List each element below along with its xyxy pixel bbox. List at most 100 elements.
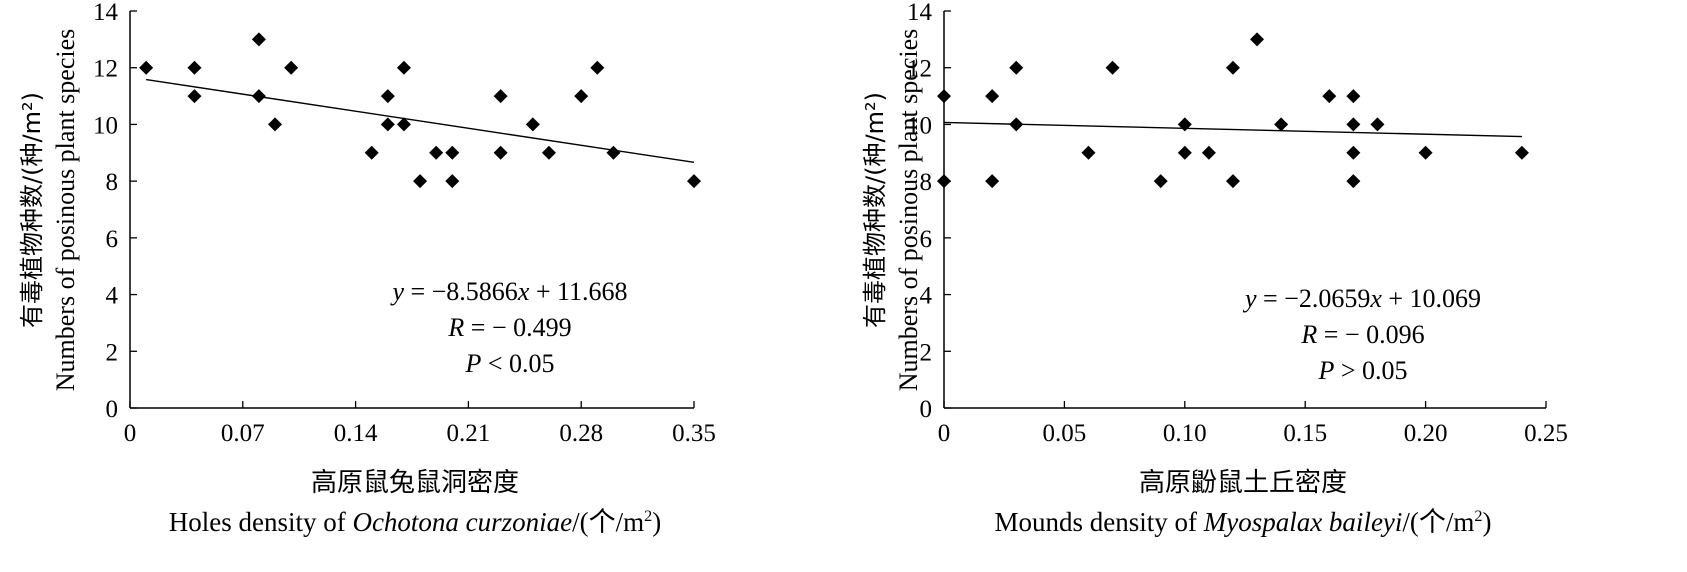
data-point [937, 89, 951, 104]
data-point [1346, 89, 1361, 104]
data-point [445, 174, 460, 189]
data-point [251, 89, 266, 104]
data-point [284, 60, 299, 75]
data-point [1514, 145, 1529, 160]
scatter-chart-mounds: 0 2 4 6 8 10 12 14 0 0.05 0.10 0.15 0.20 0.25 有毒植物种数/(… [861, 0, 1568, 447]
data-point [1081, 145, 1096, 160]
data-point [187, 60, 202, 75]
data-point [1105, 60, 1120, 75]
y-tick-label: 8 [920, 169, 933, 196]
data-point [541, 145, 556, 160]
y-axis-label-cn: 有毒植物种数/(种/m²) [18, 92, 46, 328]
x-tick-label: 0.21 [447, 420, 491, 447]
x-tick-label: 0.07 [221, 420, 265, 447]
x-axis-label-en-unit-end: ) [652, 507, 662, 537]
x-tick-label: 0.25 [1524, 420, 1568, 447]
scatter-chart-holes: 0 2 4 6 8 10 12 14 0 0.07 0.14 0.21 0.28 0.35 有毒植物种数/(… [18, 0, 716, 447]
y-tick-label: 8 [106, 169, 119, 196]
x-axis-label-en-unit: /(个/m [572, 507, 645, 537]
y-tick-label: 12 [907, 56, 932, 83]
x-tick-label: 0.10 [1163, 420, 1207, 447]
data-point [1322, 89, 1337, 104]
x-axis-label-en-unit-sup: 2 [644, 507, 653, 525]
y-tick-label: 4 [106, 283, 119, 310]
y-tick-label: 12 [93, 56, 118, 83]
x-axis-label-en-unit-end: ) [1482, 507, 1492, 537]
data-point [251, 32, 266, 47]
x-axis-label-en-prefix: Mounds density of [994, 507, 1204, 537]
x-axis-label-en-species: Ochotona curzoniae [352, 507, 573, 537]
y-tick-label: 2 [106, 339, 119, 366]
x-axis-label-cn: 高原鼠兔鼠洞密度 [310, 468, 519, 498]
x-tick-label: 0.15 [1283, 420, 1327, 447]
data-point [1274, 117, 1289, 132]
y-tick-label: 14 [907, 0, 933, 26]
y-tick-label: 6 [106, 226, 119, 253]
data-point [429, 145, 444, 160]
x-tick-label: 0.35 [672, 420, 716, 447]
x-tick-label: 0.05 [1043, 420, 1087, 447]
correlation-r: R = − 0.096 [1300, 320, 1424, 349]
data-point [1346, 145, 1361, 160]
y-tick-label: 4 [920, 283, 933, 310]
x-axis-label-en-species: Myospalax baileyi [1203, 507, 1403, 537]
y-tick-label: 14 [93, 0, 119, 26]
y-axis-label-en: Numbers of posinous plant species [51, 29, 80, 392]
data-point [1009, 117, 1024, 132]
x-axis-label-en-prefix: Holes density of [168, 507, 353, 537]
data-point [396, 117, 411, 132]
data-point [985, 174, 1000, 189]
data-point [985, 89, 1000, 104]
data-point [139, 60, 154, 75]
correlation-r: R = − 0.499 [447, 313, 571, 342]
x-tick-label: 0.28 [559, 420, 603, 447]
data-point [380, 117, 395, 132]
y-tick-label: 2 [920, 339, 933, 366]
data-point [1177, 117, 1192, 132]
x-tick-label: 0.20 [1404, 420, 1448, 447]
data-point [268, 117, 283, 132]
data-point [1346, 174, 1361, 189]
data-point [493, 145, 508, 160]
data-point [574, 89, 589, 104]
chart-panel-mounds: 0 2 4 6 8 10 12 14 0 0.05 0.10 0.15 0.20 0.25 有毒植物种数/(… [843, 0, 1687, 572]
chart-panel-holes: 0 2 4 6 8 10 12 14 0 0.07 0.14 0.21 0.28 0.35 有毒植物种数/(… [0, 0, 843, 572]
data-point [606, 145, 621, 160]
y-tick-label: 6 [920, 226, 933, 253]
x-axis-label-en: Mounds density of Myospalax baileyi/(个/m… [893, 500, 1593, 539]
y-tick-label: 10 [907, 112, 932, 139]
data-point [1009, 60, 1024, 75]
x-axis-label-en-unit: /(个/m [1402, 507, 1475, 537]
regression-equation: y = −2.0659x + 10.069 [1242, 284, 1481, 313]
data-point [493, 89, 508, 104]
data-point [1250, 32, 1265, 47]
trend-line [943, 121, 1522, 138]
x-tick-label: 0 [124, 420, 137, 447]
y-tick-label: 0 [106, 396, 119, 423]
y-axis-label-cn: 有毒植物种数/(种/m²) [861, 92, 889, 328]
y-tick-label: 0 [920, 396, 933, 423]
data-point [1225, 174, 1240, 189]
y-tick-label: 10 [93, 112, 118, 139]
data-point [1225, 60, 1240, 75]
data-point [590, 60, 605, 75]
data-point [937, 174, 951, 189]
trend-line [146, 78, 695, 164]
data-point [364, 145, 379, 160]
data-point [525, 117, 540, 132]
y-axis-label-en: Numbers of posinous plant species [894, 29, 923, 392]
x-axis-label-en: Holes density of Ochotona curzoniae/(个/m… [80, 500, 750, 539]
x-axis-label-cn: 高原鼢鼠土丘密度 [1138, 468, 1347, 498]
x-axis-label-en-unit-sup: 2 [1474, 507, 1483, 525]
x-tick-label: 0 [938, 420, 951, 447]
data-point [687, 174, 701, 189]
data-point [1201, 145, 1216, 160]
x-tick-label: 0.14 [334, 420, 378, 447]
data-point [1177, 145, 1192, 160]
data-point [1418, 145, 1433, 160]
data-point [187, 89, 202, 104]
data-point [380, 89, 395, 104]
regression-equation: y = −8.5866x + 11.668 [389, 277, 627, 306]
data-point [1370, 117, 1385, 132]
data-point [1346, 117, 1361, 132]
